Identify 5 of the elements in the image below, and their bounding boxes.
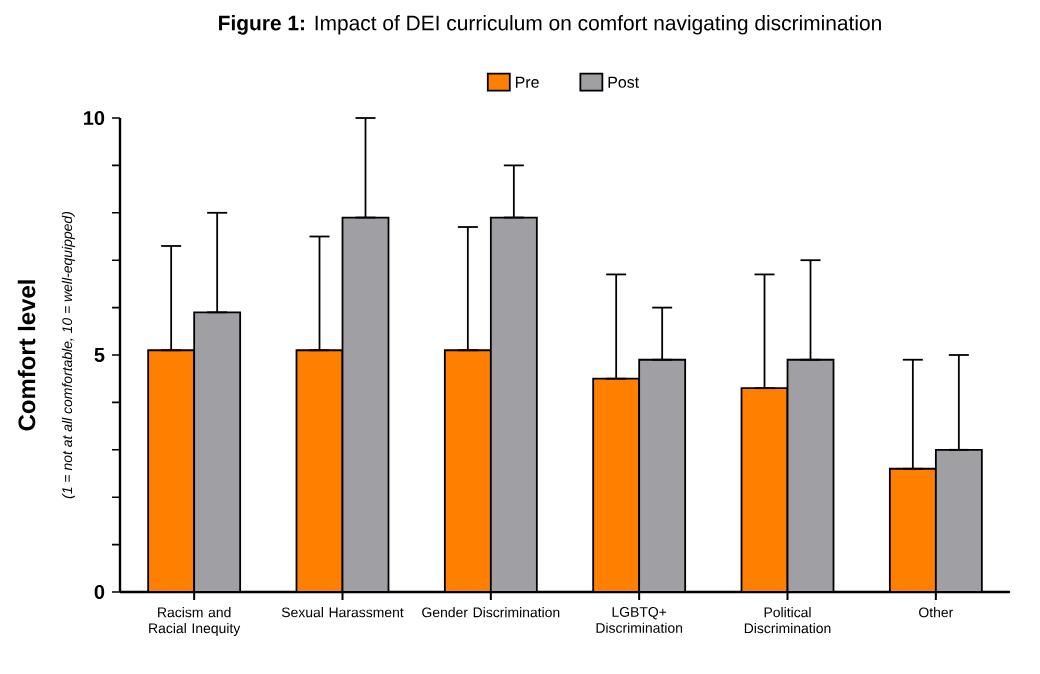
y-tick-label: 5: [94, 348, 105, 362]
y-tick-label: 10: [84, 110, 105, 126]
y-axis-title: Comfort level: [17, 280, 36, 431]
chart-title: Figure 1: Impact of DEI curriculum on comfort navigating discrimination: [219, 15, 881, 35]
y-tick-label: 0: [94, 584, 105, 600]
